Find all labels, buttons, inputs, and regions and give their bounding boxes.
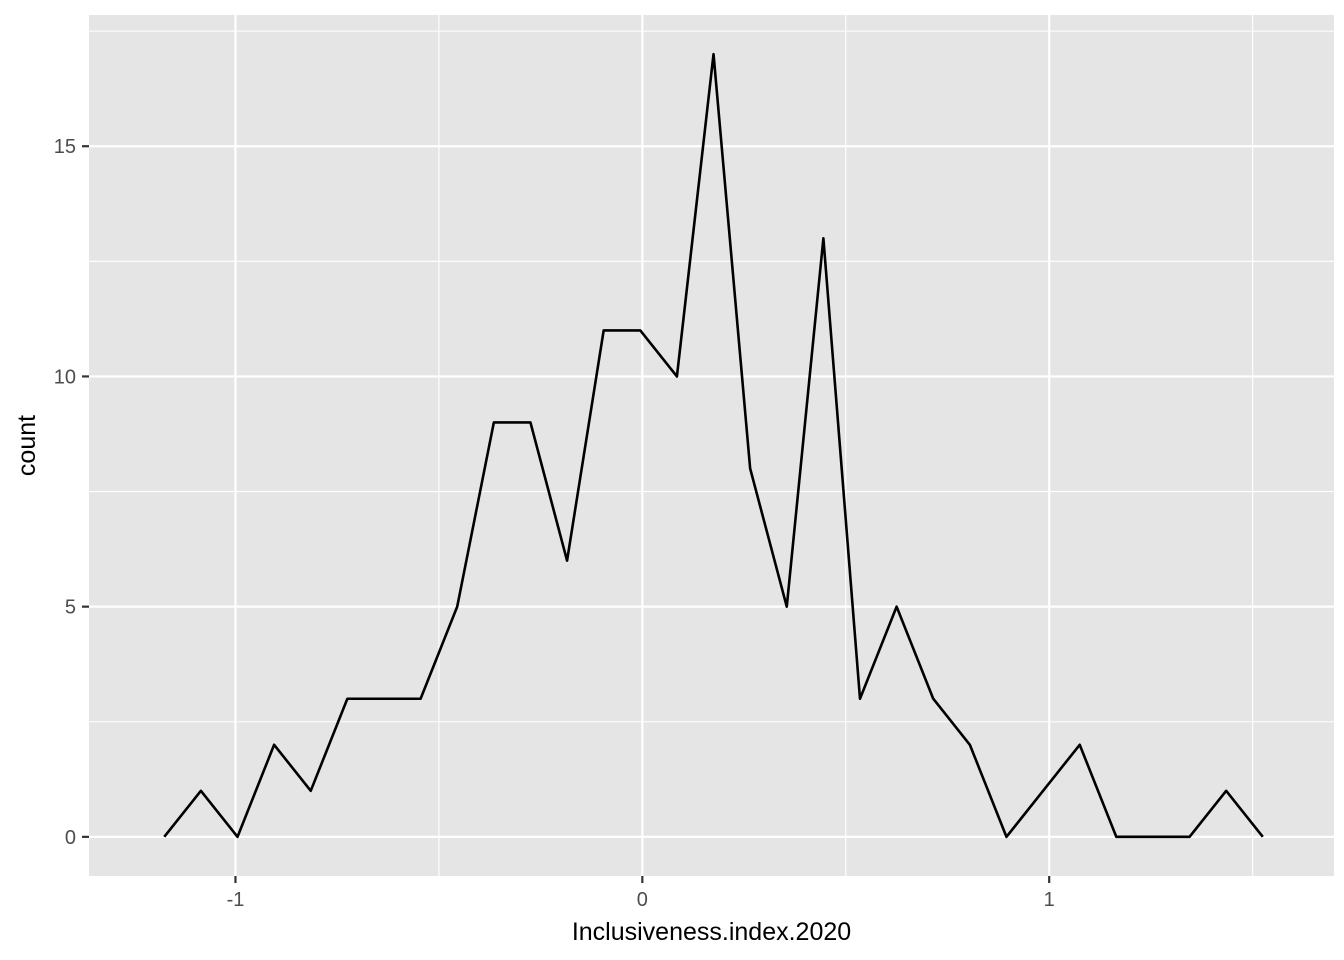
x-axis-title: Inclusiveness.index.2020 [572, 918, 851, 946]
y-tick-label: 15 [54, 136, 76, 158]
minor-gridlines [89, 15, 1334, 876]
x-tick-label: 0 [637, 889, 648, 911]
x-tick-label: 1 [1044, 889, 1055, 911]
y-axis-title: count [13, 415, 41, 476]
axes: 0 5 10 15 -1 0 1 [54, 136, 1055, 911]
plot-panel [89, 15, 1334, 876]
y-tick-label: 10 [54, 366, 76, 388]
y-tick-label: 0 [65, 827, 76, 849]
count-line [163, 52, 1264, 839]
y-tick-label: 5 [65, 597, 76, 619]
x-tick-label: -1 [227, 889, 245, 911]
